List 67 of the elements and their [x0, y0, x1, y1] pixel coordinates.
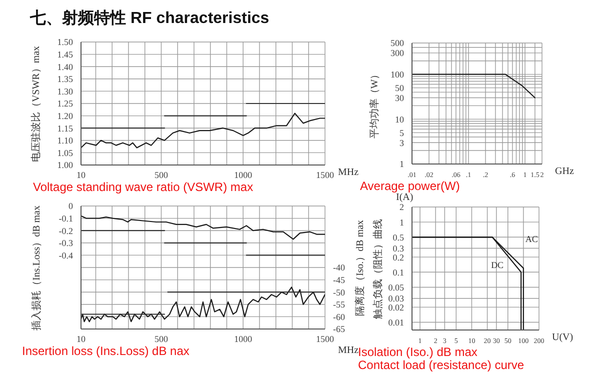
y-tick-label: 1.35	[57, 74, 74, 84]
y-tick-label: 0.05	[388, 282, 404, 292]
text: AC	[525, 234, 538, 244]
y-tick-label: 0.03	[388, 294, 404, 304]
y2-tick-label: -50	[333, 287, 346, 298]
x-tick-label: 500	[154, 170, 168, 180]
text: Voltage standing wave ratio (VSWR) max	[33, 180, 254, 194]
y-tick-label: 0	[68, 201, 74, 212]
y-tick-label: 100	[390, 70, 404, 80]
y-tick-label: 1.25	[57, 98, 74, 109]
y-tick-label: 10	[395, 114, 404, 124]
y-tick-label: 1	[400, 217, 404, 228]
y-tick-label: 0.01	[388, 317, 404, 328]
x-axis-title: GHz	[555, 166, 574, 177]
text: Insertion loss (Ins.Loss) dB nax	[22, 344, 190, 358]
y-tick-label: 2	[400, 202, 404, 212]
y-tick-label: 1.10	[57, 136, 74, 146]
text: Contact load (resistance) curve	[358, 358, 524, 372]
x-axis-title: MHz	[338, 167, 359, 178]
x-tick-label: 1500	[316, 170, 334, 180]
y-tick-label: -0.2	[58, 226, 73, 236]
text: Isolation (Iso.) dB max	[358, 345, 478, 359]
y-tick-label: 500	[390, 38, 404, 48]
x-tick-label: 1500	[316, 334, 334, 344]
x-tick-label: 10	[76, 170, 86, 180]
y-tick-label: 1	[400, 159, 404, 170]
chart-title: 七、射频特性 RF characteristics	[30, 8, 270, 29]
x-tick-label: 1000	[234, 170, 253, 180]
y-tick-label: 0.1	[392, 267, 404, 278]
y-tick-label: 300	[390, 48, 404, 58]
y-tick-label: 0.02	[388, 302, 404, 312]
y-axis-title: 插入损耗（Ins.Loss）dB max	[30, 205, 43, 330]
y-tick-label: 0.5	[392, 232, 404, 242]
series-label: DC	[491, 260, 504, 270]
y2-tick-label: -60	[333, 312, 346, 322]
y2-tick-label: -55	[333, 300, 346, 310]
y-tick-label: -0.1	[58, 213, 73, 224]
y-tick-label: 1.15	[57, 123, 74, 134]
y-tick-label: 30	[395, 92, 404, 103]
y-tick-label: 1.00	[57, 160, 74, 170]
y-tick-label: 1.20	[57, 110, 74, 121]
y-tick-label: 0.2	[392, 252, 404, 262]
y-tick-label: 1.40	[57, 62, 74, 72]
y-tick-label: 3	[400, 138, 404, 148]
y-tick-label: 0.3	[392, 243, 404, 254]
y-tick-label: 5	[400, 128, 404, 138]
y-axis-title: 触点负载（阻性）曲线	[372, 218, 385, 318]
y2-tick-label: -45	[333, 274, 346, 285]
y-tick-label: 1.50	[57, 37, 74, 48]
text: Average power(W)	[360, 179, 460, 193]
y2-tick-label: -40	[333, 262, 346, 273]
y2-tick-label: -65	[333, 324, 346, 334]
x-tick-label: 500	[154, 334, 168, 344]
x-tick-label: 1000	[234, 334, 253, 344]
x-axis-title: MHz	[338, 345, 359, 356]
y-axis-title: 电压驻波比（VSWR）max	[30, 45, 43, 162]
y-tick-label: 1.30	[57, 86, 74, 96]
y-tick-label: 1.45	[57, 49, 74, 60]
y-axis-title: 平均功率（W）	[368, 68, 382, 138]
y-tick-label: -0.4	[58, 250, 74, 260]
y-tick-label: 1.05	[57, 148, 74, 158]
y-tick-label: 50	[395, 83, 404, 94]
x-tick-label: 10	[76, 334, 86, 344]
y-tick-label: -0.3	[58, 238, 74, 248]
x-axis-title: U(V)	[552, 332, 574, 343]
chart-subtitle: I(A)	[396, 192, 414, 203]
y2-axis-title: 隔离度（Iso.）dB max	[354, 219, 367, 316]
